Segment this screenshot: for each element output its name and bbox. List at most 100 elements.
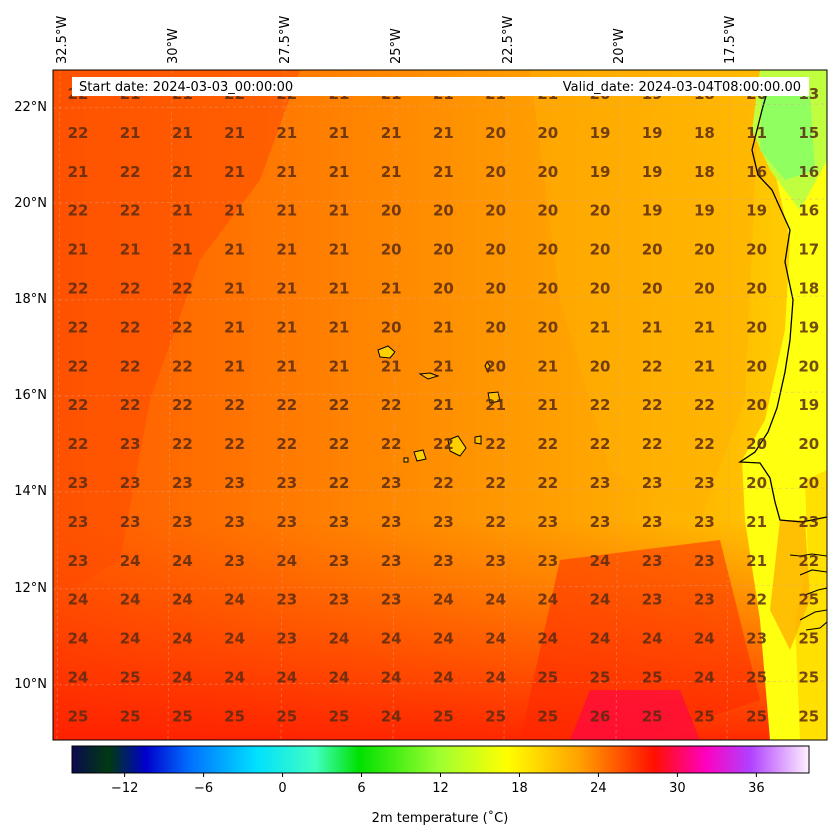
grid-value: 23 [694,513,715,531]
grid-value: 20 [381,202,402,220]
grid-value: 25 [798,591,819,609]
grid-value: 20 [746,357,767,375]
graticule [53,70,827,740]
grid-value: 23 [642,513,663,531]
temperature-value-grid: 2221212222212121212120191820132221212121… [68,85,820,725]
grid-value: 22 [485,474,506,492]
grid-value: 21 [224,202,245,220]
grid-value: 20 [590,202,611,220]
grid-value: 21 [120,241,141,259]
grid-value: 22 [68,124,89,142]
grid-value: 23 [120,513,141,531]
grid-value: 23 [642,591,663,609]
grid-value: 22 [381,435,402,453]
grid-value: 21 [276,163,297,181]
colorbar-tick-label: −12 [111,781,138,796]
grid-value: 24 [172,552,193,570]
grid-value: 22 [537,435,558,453]
grid-value: 21 [642,318,663,336]
grid-value: 22 [590,435,611,453]
grid-value: 24 [120,552,141,570]
grid-value: 24 [68,630,89,648]
grid-value: 23 [537,552,558,570]
grid-value: 25 [537,669,558,687]
grid-value: 23 [694,474,715,492]
grid-value: 21 [537,396,558,414]
grid-value: 20 [485,163,506,181]
colorbar [71,745,810,774]
grid-value: 20 [746,435,767,453]
grid-value: 20 [746,474,767,492]
grid-value: 21 [276,357,297,375]
grid-value: 25 [329,707,350,725]
grid-value: 20 [485,357,506,375]
grid-value: 21 [329,318,350,336]
grid-value: 20 [798,435,819,453]
grid-value: 25 [642,707,663,725]
colorbar-tick-label: 18 [511,781,528,796]
grid-value: 24 [537,591,558,609]
grid-value: 22 [329,435,350,453]
grid-value: 22 [485,435,506,453]
grid-value: 21 [172,241,193,259]
grid-value: 22 [68,435,89,453]
lat-label: 20°N [14,196,47,211]
grid-value: 25 [746,669,767,687]
grid-value: 24 [68,591,89,609]
grid-value: 23 [172,513,193,531]
grid-value: 23 [120,474,141,492]
grid-value: 23 [329,591,350,609]
grid-value: 21 [224,318,245,336]
grid-value: 24 [433,669,454,687]
grid-value: 20 [642,280,663,298]
grid-value: 21 [276,280,297,298]
grid-value: 22 [172,318,193,336]
grid-value: 21 [68,241,89,259]
grid-value: 20 [746,318,767,336]
grid-value: 23 [381,591,402,609]
grid-value: 20 [537,202,558,220]
grid-value: 21 [224,124,245,142]
grid-value: 23 [381,513,402,531]
grid-value: 22 [120,318,141,336]
grid-value: 25 [120,669,141,687]
grid-value: 19 [642,163,663,181]
grid-value: 24 [276,669,297,687]
grid-value: 19 [746,202,767,220]
grid-value: 20 [485,241,506,259]
grid-value: 21 [694,357,715,375]
grid-value: 21 [329,241,350,259]
grid-value: 22 [485,513,506,531]
grid-value: 25 [537,707,558,725]
grid-value: 20 [485,318,506,336]
start-date-label: Start date: 2024-03-03_00:00:00 [79,80,293,95]
grid-value: 21 [276,318,297,336]
grid-value: 21 [381,163,402,181]
grid-value: 21 [329,124,350,142]
grid-value: 22 [224,435,245,453]
grid-value: 21 [329,202,350,220]
grid-value: 22 [120,396,141,414]
grid-value: 25 [433,707,454,725]
grid-value: 23 [381,552,402,570]
grid-value: 21 [746,552,767,570]
grid-value: 23 [433,552,454,570]
grid-value: 21 [590,318,611,336]
grid-value: 21 [433,163,454,181]
grid-value: 20 [746,241,767,259]
grid-value: 21 [276,124,297,142]
grid-value: 24 [485,591,506,609]
grid-value: 22 [172,357,193,375]
grid-value: 23 [642,474,663,492]
grid-value: 25 [798,707,819,725]
lon-label: 17.5°W [723,16,738,64]
grid-value: 20 [590,357,611,375]
grid-value: 24 [694,630,715,648]
grid-value: 25 [642,669,663,687]
map-frame [52,69,828,741]
grid-value: 24 [276,552,297,570]
lon-label: 32.5°W [55,16,70,64]
grid-value: 21 [224,241,245,259]
grid-value: 22 [172,280,193,298]
grid-value: 24 [224,669,245,687]
